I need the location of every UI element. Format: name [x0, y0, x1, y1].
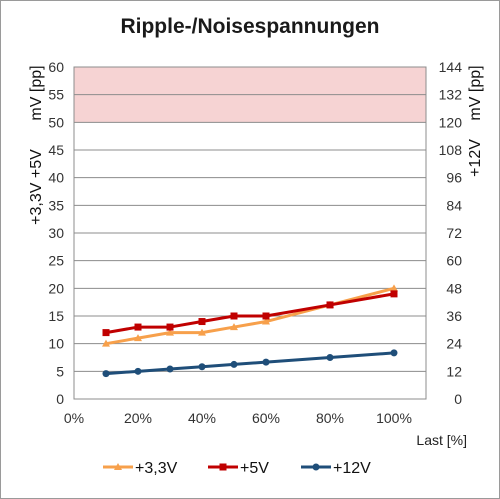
- series-1-point: [134, 323, 142, 331]
- y-right-tick-label: 72: [446, 225, 462, 241]
- y-right-tick-label: 60: [446, 253, 462, 269]
- series-1-line: [105, 292, 395, 335]
- series-1-point: [102, 329, 110, 337]
- series-1-point: [166, 323, 174, 331]
- legend-marker: [312, 463, 320, 471]
- y-left-tick-label: 50: [48, 114, 64, 130]
- series-1-point: [326, 301, 334, 309]
- series-2-point: [198, 363, 206, 371]
- y-left-tick-label: 20: [48, 280, 64, 296]
- series-2-line: [105, 351, 395, 376]
- y-right-tick-label: 48: [446, 280, 462, 296]
- series-1-point: [262, 312, 270, 320]
- y-left-tick-label: 60: [48, 59, 64, 75]
- y-left-axis-title-unit: mV [pp]: [28, 65, 45, 120]
- series-2-point: [326, 354, 334, 361]
- x-axis-title: Last [%]: [416, 432, 467, 448]
- y-left-tick-label: 55: [48, 87, 64, 103]
- series-2-point: [230, 360, 238, 368]
- y-left-tick-label: 40: [48, 170, 64, 186]
- y-right-tick-label: 84: [446, 197, 462, 213]
- y-right-tick-label: 12: [446, 363, 462, 379]
- x-tick-label: 80%: [316, 410, 344, 426]
- y-left-axis-title-series: +3,3V +5V: [28, 149, 45, 225]
- y-right-axis-title-series: +12V: [467, 139, 484, 177]
- series-0-point: [390, 284, 398, 292]
- series-0-point: [166, 328, 174, 336]
- y-right-tick-label: 144: [439, 59, 463, 75]
- y-right-tick-label: 36: [446, 308, 462, 324]
- series-1-point: [230, 312, 238, 320]
- legend-marker: [114, 463, 122, 470]
- series-0-point: [134, 334, 142, 342]
- y-left-tick-label: 30: [48, 225, 64, 241]
- legend-label: +12V: [333, 460, 371, 477]
- x-tick-label: 100%: [376, 410, 412, 426]
- series-0-point: [230, 323, 238, 331]
- series-1-point: [390, 290, 398, 298]
- series-2-point: [134, 367, 142, 375]
- legend-label: +5V: [240, 460, 269, 477]
- x-tick-label: 60%: [252, 410, 280, 426]
- series-2-point: [102, 370, 110, 378]
- legend-marker: [219, 463, 227, 471]
- series-0-point: [262, 317, 270, 325]
- y-right-tick-label: 132: [439, 87, 463, 103]
- y-right-tick-label: 120: [439, 114, 463, 130]
- x-tick-label: 0%: [64, 410, 84, 426]
- chart-title: Ripple-/Noisespannungen: [120, 15, 380, 38]
- y-right-tick-label: 96: [446, 170, 462, 186]
- y-left-tick-label: 45: [48, 142, 64, 158]
- y-right-axis-title-unit: mV [pp]: [467, 65, 484, 120]
- series-2-point: [390, 349, 398, 357]
- series-0-point: [102, 339, 110, 347]
- y-left-tick-label: 15: [48, 308, 64, 324]
- series-2-point: [262, 358, 270, 366]
- y-left-tick-label: 25: [48, 253, 64, 269]
- series-1-point: [198, 318, 206, 326]
- y-right-tick-label: 108: [439, 142, 463, 158]
- series-0-point: [198, 328, 206, 336]
- y-right-tick-label: 0: [454, 391, 462, 407]
- plot-area-border: [73, 66, 427, 400]
- series-2-point: [166, 365, 174, 373]
- legend-label: +3,3V: [135, 460, 178, 477]
- y-left-tick-label: 10: [48, 336, 64, 352]
- y-left-tick-label: 5: [56, 363, 64, 379]
- x-tick-label: 20%: [124, 410, 152, 426]
- x-tick-label: 40%: [188, 410, 216, 426]
- y-right-tick-label: 24: [446, 336, 462, 352]
- y-left-tick-label: 35: [48, 197, 64, 213]
- y-left-tick-label: 0: [56, 391, 64, 407]
